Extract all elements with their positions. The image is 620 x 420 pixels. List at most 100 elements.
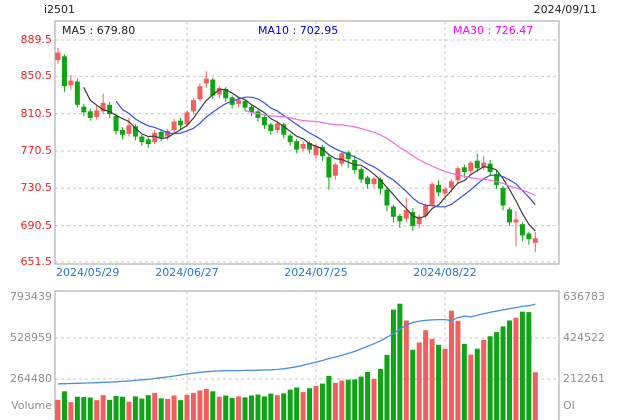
volume-bar [255,394,261,420]
candle [107,104,113,115]
volume-bar [403,320,409,420]
candle [100,102,106,112]
volume-bar [313,385,319,420]
date-tick-label: 2024/06/27 [155,266,219,279]
volume-bar [494,332,500,420]
volume-bar [274,395,280,420]
panel-borders [54,20,560,420]
volume-bar [429,338,435,420]
volume-bar [281,393,287,420]
volume-bar [481,340,487,420]
candle [158,131,164,138]
candle [165,130,171,137]
candle [410,212,416,227]
oi-polyline [57,303,536,385]
volume-bar [87,397,93,420]
volume-bar [113,395,119,420]
volume-tick-label: 793439 [10,290,52,303]
symbol-title: i2501 [44,3,76,16]
volume-bar [384,354,390,420]
candle [132,126,138,137]
candle [178,120,184,126]
oi-line [57,303,536,385]
candle [223,88,229,99]
candle [249,106,254,113]
volume-bar [294,387,300,420]
date-tick-label: 2024/08/22 [413,266,477,279]
volume-bar [507,320,512,420]
candle [261,116,267,126]
volume-bar [526,312,532,420]
volume-bar [165,398,171,420]
candle [55,52,61,61]
volume-bar [461,343,467,420]
price-tick-label: 889.5 [20,33,53,46]
candle [436,185,442,193]
candle [216,88,222,95]
candle [87,111,93,118]
volume-bar [68,402,74,420]
volume-bar [120,396,125,420]
volume-bar [474,348,480,420]
candle [268,124,274,131]
volume-bar [319,383,325,420]
gridlines [55,21,559,420]
price-tick-label: 730.5 [20,181,53,194]
volume-bar [229,397,235,420]
volume-bar [371,378,377,420]
candle [287,135,293,143]
candle [332,164,338,176]
candle [513,219,519,223]
candle [423,205,429,216]
candle [365,177,371,185]
volume-bar [236,396,242,420]
candle [242,101,248,108]
volume-bar [365,371,371,420]
volume-bar [81,397,87,420]
candle [300,144,306,149]
candle [474,160,480,169]
candle [442,188,448,194]
header-date: 2024/09/11 [533,3,597,16]
candle [294,141,300,150]
volume-bar [442,348,448,420]
candle [74,81,80,105]
price-tick-label: 690.5 [20,219,53,232]
candle [203,78,209,84]
volume-bar [390,309,396,420]
candle [455,168,461,181]
volume-bar [190,392,196,420]
candle [494,173,500,186]
price-tick-label: 850.5 [20,69,53,82]
volume-bar [184,394,190,420]
candle [326,157,332,178]
volume-bar [171,395,177,420]
candle [113,116,119,131]
candle [126,125,132,134]
price-tick-label: 770.5 [20,144,53,157]
ma-lines [83,87,536,232]
price-tick-label: 651.5 [20,255,53,268]
candle [371,178,377,185]
volume-bar [145,395,151,420]
volume-bar [139,398,145,420]
candle [468,162,474,172]
date-tick-label: 2024/05/29 [56,266,120,279]
candles [55,47,538,253]
candle [397,215,403,222]
volume-bar [455,320,461,420]
candle [507,209,512,223]
volume-tick-label: 264480 [10,372,52,385]
candle [403,210,409,219]
candle [519,224,525,236]
volume-bar [339,380,345,420]
volume-bar [132,396,138,420]
candle [145,139,151,145]
oi-tick-label: 424522 [563,331,605,344]
volume-bar [107,399,113,420]
legend-ma30: MA30 : 726.47 [453,24,534,37]
volume-bar [216,396,222,420]
candle [197,86,203,100]
